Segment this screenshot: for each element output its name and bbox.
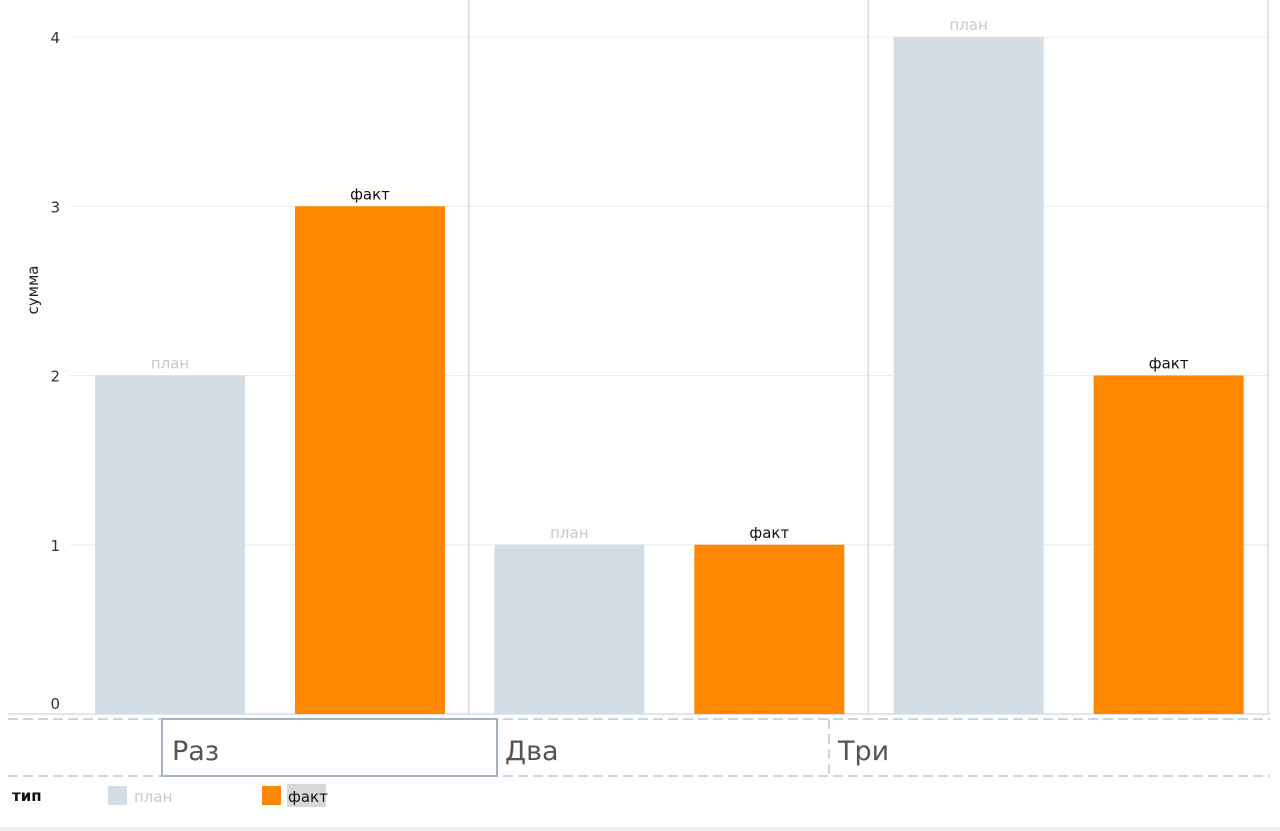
legend: тип план факт <box>0 784 1280 831</box>
category-selection-box <box>161 718 498 777</box>
bottom-strip <box>0 827 1280 831</box>
bar-fact[interactable] <box>1093 375 1244 715</box>
bar-plan[interactable] <box>95 375 245 715</box>
category-label[interactable]: Раз <box>172 736 219 767</box>
bar-fact[interactable] <box>694 544 845 714</box>
y-tick-label: 0 <box>50 695 60 713</box>
gridlines <box>70 36 1268 546</box>
bar-fact[interactable] <box>295 206 445 714</box>
legend-title: тип <box>12 787 42 805</box>
bar-label: план <box>550 524 588 542</box>
bar-plan[interactable] <box>494 544 645 714</box>
y-axis-title: сумма <box>24 266 42 315</box>
category-label[interactable]: Три <box>837 736 889 767</box>
legend-item[interactable]: факт <box>262 784 328 807</box>
y-tick-label: 4 <box>50 29 60 47</box>
bars <box>95 37 1244 714</box>
legend-swatch <box>262 786 281 805</box>
legend-label: план <box>134 788 172 806</box>
bar-label: план <box>151 355 189 373</box>
x-axis[interactable]: Раз Два Три <box>8 718 1270 777</box>
y-tick-label: 1 <box>50 537 60 555</box>
y-tick-label: 2 <box>50 368 60 386</box>
bar-label: план <box>949 16 987 34</box>
bar-label: факт <box>749 524 789 542</box>
bar-label: факт <box>1149 355 1189 373</box>
bar-plan[interactable] <box>893 37 1044 714</box>
bar-labels: план план план факт факт факт <box>151 16 1189 542</box>
category-label[interactable]: Два <box>505 736 559 767</box>
bar-label: факт <box>350 185 390 203</box>
legend-swatch <box>108 786 127 805</box>
legend-highlight <box>287 784 326 807</box>
y-tick-label: 3 <box>50 198 60 216</box>
legend-item[interactable]: план <box>108 786 172 806</box>
y-axis: сумма 0 1 2 3 4 <box>24 29 60 713</box>
legend-label: факт <box>288 788 328 806</box>
